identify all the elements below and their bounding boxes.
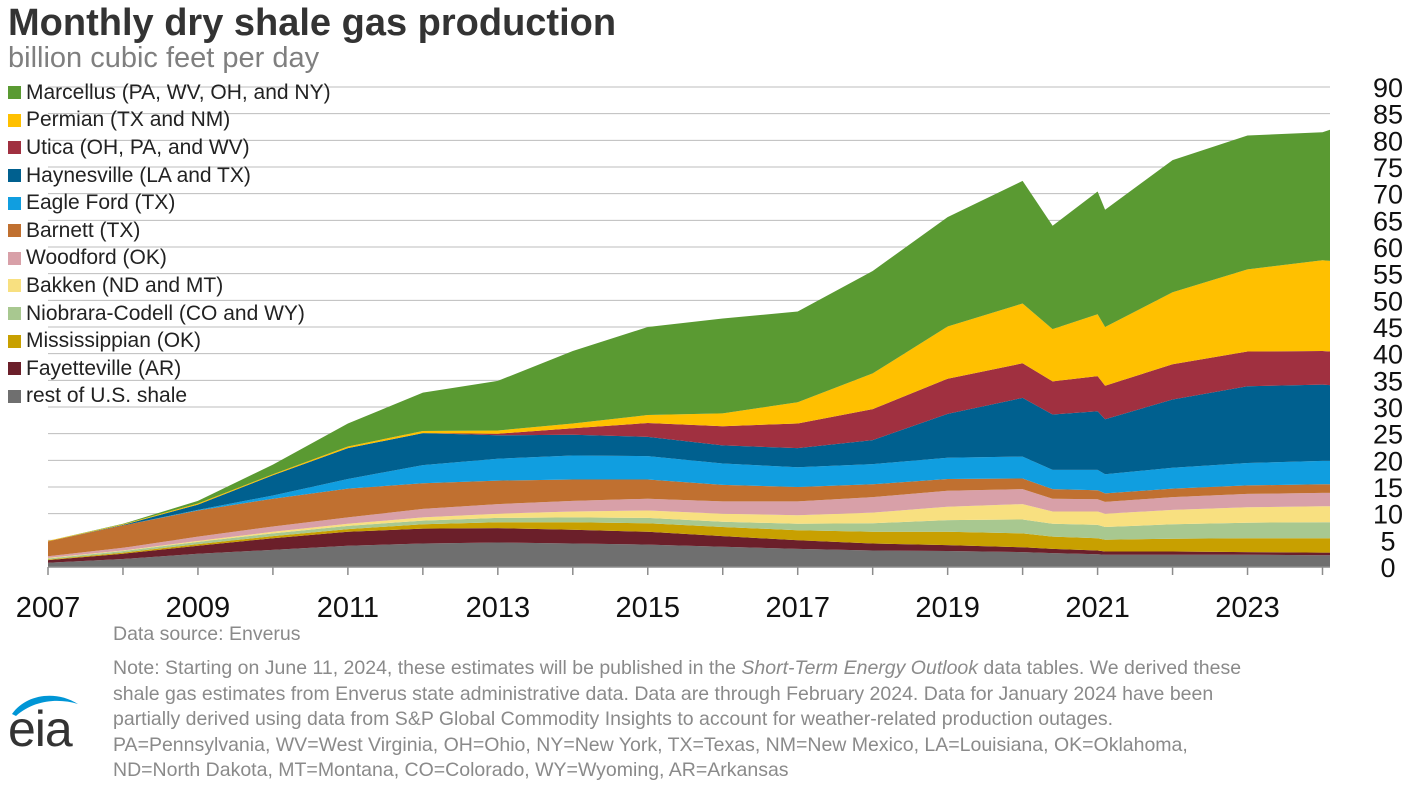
chart-title: Monthly dry shale gas production xyxy=(8,2,617,44)
data-source: Data source: Enverus xyxy=(113,623,301,645)
legend-label: Permian (TX and NM) xyxy=(26,108,231,132)
area-haynesville-8 xyxy=(48,384,1330,542)
eia-logo-icon xyxy=(12,695,78,716)
note-line-4: PA=Pennsylvania, WV=West Virginia, OH=Oh… xyxy=(113,733,1188,756)
legend-swatch xyxy=(8,141,21,155)
area-niobraracodell-3 xyxy=(48,517,1330,560)
legend-item: Bakken (ND and MT) xyxy=(8,272,331,300)
y-tick-label: 50 xyxy=(1373,286,1403,316)
area-mississippian-2 xyxy=(48,522,1330,561)
legend-item: Woodford (OK) xyxy=(8,245,331,273)
area-eagle-7 xyxy=(48,455,1330,542)
note-line-1-italic: Short-Term Energy Outlook xyxy=(741,657,979,679)
area-rest-0 xyxy=(48,542,1330,567)
area-permian-10 xyxy=(48,260,1330,542)
y-tick-label: 40 xyxy=(1373,340,1403,370)
note-line-3: partially derived using data from S&P Gl… xyxy=(113,708,1114,730)
area-marcellus-11 xyxy=(48,129,1330,541)
legend-item: Mississippian (OK) xyxy=(8,327,331,355)
y-tick-label: 25 xyxy=(1373,420,1403,450)
x-tick-label: 2019 xyxy=(915,592,980,620)
legend-swatch xyxy=(8,389,21,403)
note-line-2: shale gas estimates from Enverus state a… xyxy=(113,682,1214,705)
legend-label: Utica (OH, PA, and WV) xyxy=(26,135,250,159)
y-tick-label: 20 xyxy=(1373,446,1403,476)
eia-logo-text: eia xyxy=(8,701,73,757)
y-tick-label: 5 xyxy=(1380,526,1395,556)
area-woodford-5 xyxy=(48,489,1330,558)
legend-swatch xyxy=(8,279,21,293)
legend-swatch xyxy=(8,196,21,210)
chart-subtitle: billion cubic feet per day xyxy=(8,42,320,74)
y-tick-label: 30 xyxy=(1373,393,1403,423)
y-tick-label: 10 xyxy=(1373,500,1403,530)
y-tick-label: 90 xyxy=(1373,73,1403,103)
legend-label: Eagle Ford (TX) xyxy=(26,191,176,215)
x-tick-label: 2009 xyxy=(166,592,231,620)
note-line-1: Note: Starting on June 11, 2024, these e… xyxy=(113,656,1423,682)
y-tick-label: 15 xyxy=(1373,473,1403,503)
legend-label: Fayetteville (AR) xyxy=(26,356,182,380)
legend-swatch xyxy=(8,113,21,127)
series-areas xyxy=(48,129,1330,567)
legend-swatch xyxy=(8,362,21,376)
legend-item: rest of U.S. shale xyxy=(8,383,331,411)
legend-label: Marcellus (PA, WV, OH, and NY) xyxy=(26,80,331,104)
legend-swatch xyxy=(8,86,21,100)
legend-swatch xyxy=(8,334,21,348)
x-tick-label: 2007 xyxy=(16,592,81,620)
y-tick-label: 85 xyxy=(1373,100,1403,130)
y-tick-label: 35 xyxy=(1373,366,1403,396)
notes: Note: Starting on June 11, 2024, these e… xyxy=(113,656,1423,784)
y-tick-label: 75 xyxy=(1373,153,1403,183)
note-line-5: ND=North Dakota, MT=Montana, CO=Colorado… xyxy=(113,759,789,781)
y-tick-label: 65 xyxy=(1373,206,1403,236)
x-tick-label: 2021 xyxy=(1065,592,1130,620)
legend-label: Woodford (OK) xyxy=(26,246,167,270)
area-fayetteville-1 xyxy=(48,528,1330,563)
legend-label: Haynesville (LA and TX) xyxy=(26,163,251,187)
legend-item: Marcellus (PA, WV, OH, and NY) xyxy=(8,79,331,107)
legend-item: Permian (TX and NM) xyxy=(8,107,331,135)
legend-item: Utica (OH, PA, and WV) xyxy=(8,134,331,162)
legend-item: Fayetteville (AR) xyxy=(8,355,331,383)
area-bakken-4 xyxy=(48,504,1330,559)
x-tick-label: 2015 xyxy=(616,592,681,620)
y-tick-label: 80 xyxy=(1373,126,1403,156)
legend-item: Haynesville (LA and TX) xyxy=(8,162,331,190)
legend-item: Barnett (TX) xyxy=(8,217,331,245)
legend-swatch xyxy=(8,224,21,238)
legend-label: Niobrara-Codell (CO and WY) xyxy=(26,301,305,325)
legend: Marcellus (PA, WV, OH, and NY) Permian (T… xyxy=(8,79,331,410)
legend-item: Niobrara-Codell (CO and WY) xyxy=(8,300,331,328)
x-tick-label: 2013 xyxy=(466,592,531,620)
legend-swatch xyxy=(8,307,21,321)
note-line-1-post: data tables. We derived these xyxy=(978,657,1242,679)
x-tick-label: 2017 xyxy=(765,592,830,620)
legend-label: Mississippian (OK) xyxy=(26,329,202,353)
y-tick-label: 45 xyxy=(1373,313,1403,343)
legend-swatch xyxy=(8,251,21,265)
y-tick-label: 70 xyxy=(1373,180,1403,210)
legend-label: Barnett (TX) xyxy=(26,218,141,242)
note-line-1-pre: Note: Starting on June 11, 2024, these e… xyxy=(113,657,742,679)
x-tick-label: 2023 xyxy=(1215,592,1280,620)
legend-label: Bakken (ND and MT) xyxy=(26,273,224,297)
x-tick-label: 2011 xyxy=(317,592,379,620)
stacked-area-chart: 2007 2009 2011 2013 2015 2017 2019 2021 2023 051… xyxy=(16,73,1403,620)
y-tick-label: 60 xyxy=(1373,233,1403,263)
y-tick-label: 0 xyxy=(1380,553,1395,583)
legend-item: Eagle Ford (TX) xyxy=(8,189,331,217)
x-axis: 2007 2009 2011 2013 2015 2017 2019 2021 2023 xyxy=(16,566,1330,620)
y-tick-label: 55 xyxy=(1373,260,1403,290)
area-utica-9 xyxy=(48,351,1330,542)
legend-label: rest of U.S. shale xyxy=(26,384,188,408)
legend-swatch xyxy=(8,169,21,183)
area-barnett-6 xyxy=(48,478,1330,557)
